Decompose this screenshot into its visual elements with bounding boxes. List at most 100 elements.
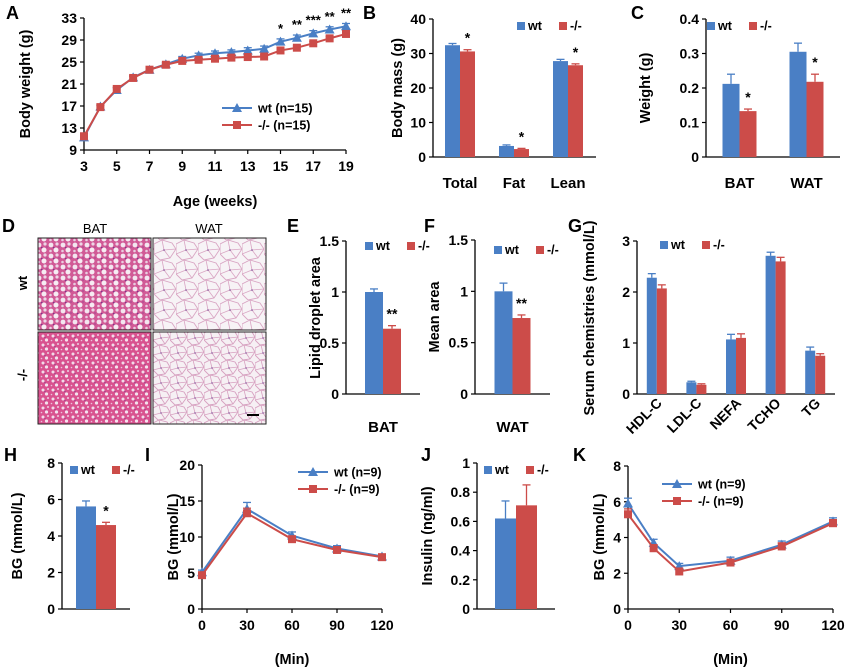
y-tick-label: 17: [61, 98, 77, 114]
data-point: [275, 36, 286, 46]
legend-swatch-ko: [526, 466, 534, 474]
y-axis-label: Insulin (ng/ml): [420, 486, 436, 585]
bar-ko: [568, 65, 583, 157]
y-tick-label: 20: [410, 80, 426, 96]
y-tick-label: 3: [622, 233, 630, 249]
x-tick-label: 30: [671, 617, 687, 633]
data-point: [288, 535, 296, 544]
y-tick-label: 0: [418, 149, 426, 165]
data-point: [129, 73, 138, 82]
significance-mark: **: [341, 6, 352, 21]
panel-letter-e: E: [287, 216, 299, 236]
y-tick-label: 0.4: [680, 11, 700, 27]
x-tick-label: 11: [208, 158, 223, 174]
y-axis-label: Mean area: [427, 281, 443, 353]
data-point: [324, 24, 335, 34]
data-point: [96, 103, 105, 112]
legend: wt (n=9) -/- (n=9): [298, 466, 382, 497]
significance-mark: **: [516, 295, 527, 311]
significance-mark: *: [519, 128, 525, 144]
legend-marker-wt: [308, 467, 318, 476]
x-tick-label: 30: [239, 617, 255, 633]
panel-e: 0 0.5 1 1.5 E Lipid droplet area BAT ** wt -/-: [287, 216, 430, 436]
panel-letter-i: I: [145, 445, 150, 465]
legend-swatch-wt: [707, 22, 715, 30]
y-tick-label: 0: [622, 386, 630, 402]
histology-col-label-wat: WAT: [195, 221, 222, 236]
x-tick-label: 60: [284, 617, 300, 633]
category-label: Total: [443, 175, 478, 192]
x-tick-label: 60: [723, 617, 739, 633]
x-tick-label: 17: [305, 158, 321, 174]
y-tick-label: 0.2: [680, 80, 700, 96]
panel-d: D BAT WAT wt -/-: [2, 216, 267, 425]
legend: wt -/-: [517, 19, 582, 33]
data-point: [378, 553, 386, 562]
y-tick-label: 40: [410, 11, 426, 27]
y-tick-label: 0: [460, 386, 468, 402]
category-label: WAT: [496, 419, 528, 436]
y-tick-label: 1: [462, 455, 470, 471]
panel-h: 0 2 4 6 8 H BG (mmol/L) * wt -/-: [4, 445, 135, 617]
legend-marker-ko: [309, 485, 317, 493]
legend-label-wt: wt: [494, 463, 510, 477]
category-label: BAT: [725, 175, 755, 192]
data-point: [624, 510, 632, 519]
legend-swatch-wt: [494, 246, 502, 254]
legend-label-wt: wt (n=9): [333, 466, 382, 480]
y-tick-label: 1.5: [320, 233, 340, 249]
legend-label-ko: -/- (n=9): [334, 483, 379, 497]
y-tick-label: 20: [179, 457, 195, 473]
bar-wt: [805, 350, 816, 394]
y-tick-label: 0: [613, 601, 621, 617]
data-point: [292, 43, 301, 52]
legend-swatch-ko: [749, 22, 757, 30]
x-tick-label: 120: [370, 617, 394, 633]
series-ko: [80, 29, 350, 141]
data-point: [178, 56, 187, 65]
data-point: [259, 43, 270, 53]
histology-image-wat-ko: [152, 331, 267, 425]
y-tick-label: 9: [69, 142, 77, 158]
y-tick-label: 15: [179, 493, 195, 509]
legend-label-wt: wt (n=15): [257, 102, 313, 116]
significance-mark: **: [387, 306, 398, 322]
significance-mark: *: [103, 502, 109, 518]
y-axis-label: Body mass (g): [390, 38, 406, 138]
y-axis-label: Lipid droplet area: [308, 256, 324, 379]
panel-f: 0 0.5 1 1.5 F Mean area WAT ** wt -/-: [424, 216, 559, 436]
category-label: TG: [798, 395, 823, 420]
legend: wt -/-: [707, 19, 772, 33]
legend: wt -/-: [365, 239, 430, 253]
significance-mark: *: [278, 21, 284, 36]
category-label: WAT: [790, 175, 822, 192]
y-axis-label: Serum chemistries (mmol/L): [582, 220, 598, 415]
legend-swatch-ko: [536, 246, 544, 254]
y-tick-label: 1: [331, 284, 339, 300]
x-tick-label: 19: [338, 158, 354, 174]
y-tick-label: 2: [622, 284, 630, 300]
y-tick-label: 0.8: [451, 484, 471, 500]
y-tick-label: 0.1: [680, 115, 700, 131]
legend-label-ko: -/-: [537, 463, 549, 477]
bar-ko: [383, 328, 401, 394]
y-tick-label: 0: [331, 386, 339, 402]
y-axis-label: Weight (g): [638, 53, 654, 124]
legend-swatch-wt: [365, 242, 373, 250]
bar-wt: [445, 45, 460, 157]
y-axis-label: BG (mmol/L): [10, 492, 26, 579]
x-tick-label: 15: [273, 158, 289, 174]
series-line-ko: [627, 513, 834, 573]
y-tick-label: 0: [462, 601, 470, 617]
y-tick-label: 8: [613, 458, 621, 474]
y-tick-label: 6: [613, 494, 621, 510]
y-tick-label: 5: [187, 565, 195, 581]
legend-marker-wt: [232, 103, 242, 112]
data-point: [675, 567, 684, 576]
bar-wt: [722, 83, 740, 157]
legend-marker-ko: [673, 497, 681, 505]
bar-ko: [739, 111, 757, 157]
y-tick-label: 2: [613, 565, 621, 581]
data-point: [291, 32, 302, 42]
y-tick-label: 8: [47, 455, 55, 471]
